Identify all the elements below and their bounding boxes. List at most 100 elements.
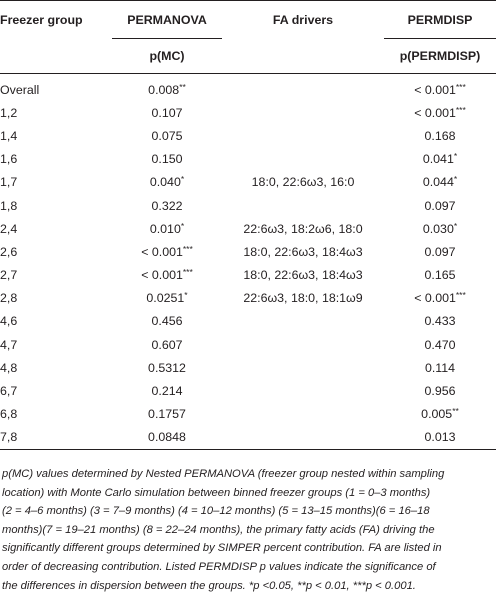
- cell-freezer-group-value: 1,4: [0, 128, 18, 143]
- cell-p-permdisp-value: 0.013: [424, 430, 456, 445]
- cell-fa-drivers: 18:0, 22:6ω3, 16:0: [222, 171, 384, 194]
- cell-p-permdisp: 0.470: [384, 333, 496, 356]
- footnote-line: order of decreasing contribution. Listed…: [2, 560, 436, 573]
- cell-p-permdisp: < 0.001***: [384, 74, 496, 102]
- cell-freezer-group-value: 6,7: [0, 384, 18, 399]
- significance-marker: ***: [182, 267, 193, 278]
- cell-fa-drivers: [222, 425, 384, 450]
- cell-p-mc-value: 0.0848: [148, 430, 186, 445]
- footnote-line: (2 = 4–6 months) (3 = 7–9 months) (4 = 1…: [2, 505, 430, 518]
- cell-p-permdisp: 0.956: [384, 379, 496, 402]
- cell-p-mc: 0.607: [112, 333, 222, 356]
- cell-freezer-group-value: 1,2: [0, 105, 18, 120]
- table-row: 6,7 0.214 0.956: [0, 379, 496, 402]
- table-row: 2,8 0.0251* 22:6ω3, 18:0, 18:1ω9 < 0.001***: [0, 287, 496, 310]
- cell-p-permdisp: 0.114: [384, 356, 496, 379]
- cell-freezer-group: 2,6: [0, 240, 112, 263]
- cell-p-permdisp-value: 0.114: [424, 360, 456, 375]
- cell-fa-drivers: [222, 310, 384, 333]
- cell-p-permdisp: 0.097: [384, 194, 496, 217]
- cell-freezer-group: 1,6: [0, 148, 112, 171]
- footnote-line: p(MC) values determined by Nested PERMAN…: [2, 468, 445, 480]
- cell-p-permdisp: < 0.001***: [384, 101, 496, 124]
- significance-marker: ***: [182, 243, 193, 254]
- table-row: 7,8 0.0848 0.013: [0, 425, 496, 450]
- cell-p-permdisp-value: 0.165: [424, 268, 456, 283]
- cell-p-mc: 0.150: [112, 148, 222, 171]
- table-row: 6,8 0.1757 0.005**: [0, 403, 496, 426]
- cell-fa-drivers: [222, 356, 384, 379]
- cell-freezer-group-value: 4,7: [0, 337, 18, 352]
- table-row: Overall 0.008** < 0.001***: [0, 74, 496, 102]
- cell-p-mc-value: 0.040: [149, 175, 181, 190]
- table-row: 1,2 0.107 < 0.001***: [0, 101, 496, 124]
- cell-p-mc-value: < 0.001: [141, 244, 183, 259]
- cell-p-mc-value: 0.214: [151, 384, 183, 399]
- cell-fa-drivers: [222, 194, 384, 217]
- cell-fa-drivers-value: 22:6ω3, 18:0, 18:1ω9: [243, 291, 363, 306]
- cell-p-mc-value: 0.107: [151, 105, 183, 120]
- header-p-permdisp: p(PERMDISP): [384, 38, 496, 74]
- header-permdisp: PERMDISP: [384, 0, 496, 39]
- cell-p-permdisp: < 0.001***: [384, 287, 496, 310]
- cell-fa-drivers: [222, 124, 384, 147]
- cell-freezer-group: 1,2: [0, 101, 112, 124]
- significance-marker: *: [180, 174, 185, 185]
- cell-p-mc: 0.040*: [112, 171, 222, 194]
- cell-p-permdisp: 0.013: [384, 425, 496, 450]
- footnote-line: the differences in dispersion between th…: [2, 579, 416, 592]
- header-freezer-group: Freezer group: [0, 0, 112, 39]
- cell-p-permdisp: 0.165: [384, 264, 496, 287]
- cell-p-mc: 0.008**: [112, 74, 222, 102]
- significance-marker: *: [453, 151, 458, 162]
- cell-p-mc-value: 0.5312: [148, 360, 186, 375]
- cell-p-permdisp: 0.005**: [384, 403, 496, 426]
- cell-freezer-group: 1,8: [0, 194, 112, 217]
- significance-marker: **: [452, 406, 459, 417]
- table-row: 1,4 0.075 0.168: [0, 124, 496, 147]
- cell-p-mc-value: 0.075: [151, 128, 183, 143]
- cell-freezer-group: 2,8: [0, 287, 112, 310]
- cell-p-permdisp-value: 0.044: [422, 175, 454, 190]
- table-footnote: p(MC) values determined by Nested PERMAN…: [2, 465, 495, 595]
- cell-p-mc-value: 0.607: [151, 337, 183, 352]
- cell-p-mc-value: 0.456: [151, 314, 183, 329]
- cell-fa-drivers-value: 18:0, 22:6ω3, 16:0: [251, 175, 355, 190]
- cell-freezer-group-value: 4,6: [0, 314, 18, 329]
- cell-p-permdisp-value: < 0.001: [414, 291, 456, 306]
- cell-fa-drivers: 18:0, 22:6ω3, 18:4ω3: [222, 264, 384, 287]
- table-row: 2,6 < 0.001*** 18:0, 22:6ω3, 18:4ω3 0.097: [0, 240, 496, 263]
- cell-freezer-group-value: 7,8: [0, 430, 18, 445]
- header-blank: [222, 38, 384, 74]
- cell-freezer-group: 7,8: [0, 425, 112, 450]
- header-p-mc: p(MC): [112, 38, 222, 74]
- cell-p-mc: 0.214: [112, 379, 222, 402]
- cell-p-permdisp: 0.041*: [384, 148, 496, 171]
- cell-freezer-group-value: 1,6: [0, 152, 18, 167]
- cell-p-mc-value: < 0.001: [141, 268, 183, 283]
- significance-marker: *: [453, 220, 458, 231]
- cell-p-permdisp-value: 0.005: [421, 407, 453, 422]
- cell-fa-drivers: [222, 101, 384, 124]
- cell-p-permdisp: 0.044*: [384, 171, 496, 194]
- cell-p-mc: 0.5312: [112, 356, 222, 379]
- table-row: 1,6 0.150 0.041*: [0, 148, 496, 171]
- cell-p-mc-value: 0.150: [151, 152, 183, 167]
- cell-freezer-group: Overall: [0, 74, 112, 102]
- cell-p-mc-value: 0.322: [151, 198, 183, 213]
- significance-marker: ***: [455, 81, 466, 92]
- cell-fa-drivers-value: 18:0, 22:6ω3, 18:4ω3: [243, 244, 363, 259]
- cell-freezer-group-value: 4,8: [0, 360, 18, 375]
- table-row: 1,8 0.322 0.097: [0, 194, 496, 217]
- cell-fa-drivers: [222, 74, 384, 102]
- significance-marker: **: [179, 81, 186, 92]
- header-row-primary: Freezer group PERMANOVA FA drivers PERMD…: [0, 0, 496, 39]
- cell-fa-drivers: 18:0, 22:6ω3, 18:4ω3: [222, 240, 384, 263]
- table-row: 4,6 0.456 0.433: [0, 310, 496, 333]
- cell-freezer-group: 1,7: [0, 171, 112, 194]
- cell-freezer-group: 4,8: [0, 356, 112, 379]
- cell-p-permdisp: 0.030*: [384, 217, 496, 240]
- cell-freezer-group-value: 2,6: [0, 244, 18, 259]
- cell-freezer-group: 4,6: [0, 310, 112, 333]
- header-blank: [0, 38, 112, 74]
